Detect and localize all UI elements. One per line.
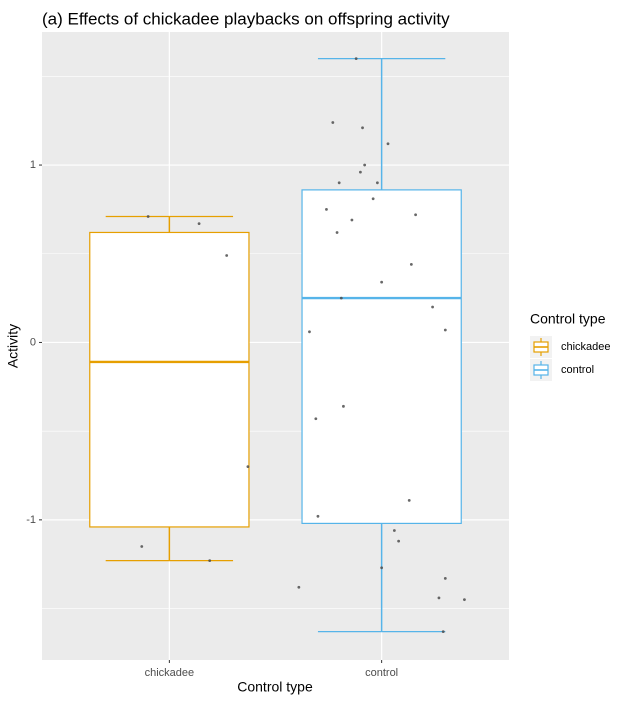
- y-tick-label: 1: [30, 159, 36, 171]
- data-point: [371, 197, 375, 201]
- data-point: [363, 163, 367, 167]
- legend-label: chickadee: [561, 341, 611, 353]
- y-axis-title: Activity: [5, 324, 21, 368]
- data-point: [380, 280, 384, 284]
- x-axis-title: Control type: [237, 679, 313, 695]
- data-point: [443, 328, 447, 332]
- data-point: [359, 170, 362, 174]
- data-point: [342, 404, 345, 408]
- data-point: [375, 181, 379, 185]
- data-point: [414, 213, 417, 217]
- data-point: [431, 305, 434, 309]
- data-point: [140, 545, 144, 548]
- x-axis-ticks: chickadee control: [145, 660, 398, 679]
- x-tick-label: control: [365, 667, 398, 679]
- box-layer: [89, 58, 462, 633]
- data-point: [397, 539, 401, 543]
- data-point: [441, 630, 445, 634]
- legend-keys: chickadee control: [530, 336, 611, 381]
- data-point: [308, 330, 311, 334]
- x-tick-label: chickadee: [145, 667, 195, 679]
- box-iqr: [301, 189, 462, 525]
- data-point: [331, 121, 335, 124]
- data-point: [297, 585, 301, 589]
- data-point: [354, 57, 358, 61]
- data-point: [407, 498, 411, 502]
- y-tick-label: 0: [30, 336, 36, 348]
- y-axis-ticks: -1 0 1: [26, 159, 42, 526]
- data-point: [437, 596, 441, 600]
- data-point: [463, 598, 466, 602]
- data-point: [146, 215, 150, 218]
- data-point: [208, 559, 212, 563]
- data-point: [350, 218, 354, 222]
- legend-label: control: [561, 364, 594, 376]
- y-tick-label: -1: [26, 514, 36, 526]
- data-point: [337, 181, 341, 185]
- data-point: [409, 262, 413, 266]
- data-point: [335, 231, 339, 234]
- legend: Control type chickadee control: [530, 311, 611, 381]
- data-point: [225, 254, 229, 257]
- data-point: [314, 417, 318, 421]
- data-point: [316, 514, 320, 518]
- legend-title: Control type: [530, 311, 606, 327]
- data-point: [386, 142, 390, 146]
- data-point: [197, 222, 201, 225]
- data-point: [325, 208, 328, 211]
- chart-title: (a) Effects of chickadee playbacks on of…: [42, 9, 450, 28]
- data-point: [392, 529, 396, 532]
- data-point: [361, 126, 364, 130]
- data-point: [246, 465, 250, 469]
- data-point: [339, 296, 343, 300]
- data-point: [380, 566, 384, 570]
- data-point: [443, 576, 447, 580]
- point-layer: [140, 57, 466, 634]
- box-iqr: [89, 231, 250, 528]
